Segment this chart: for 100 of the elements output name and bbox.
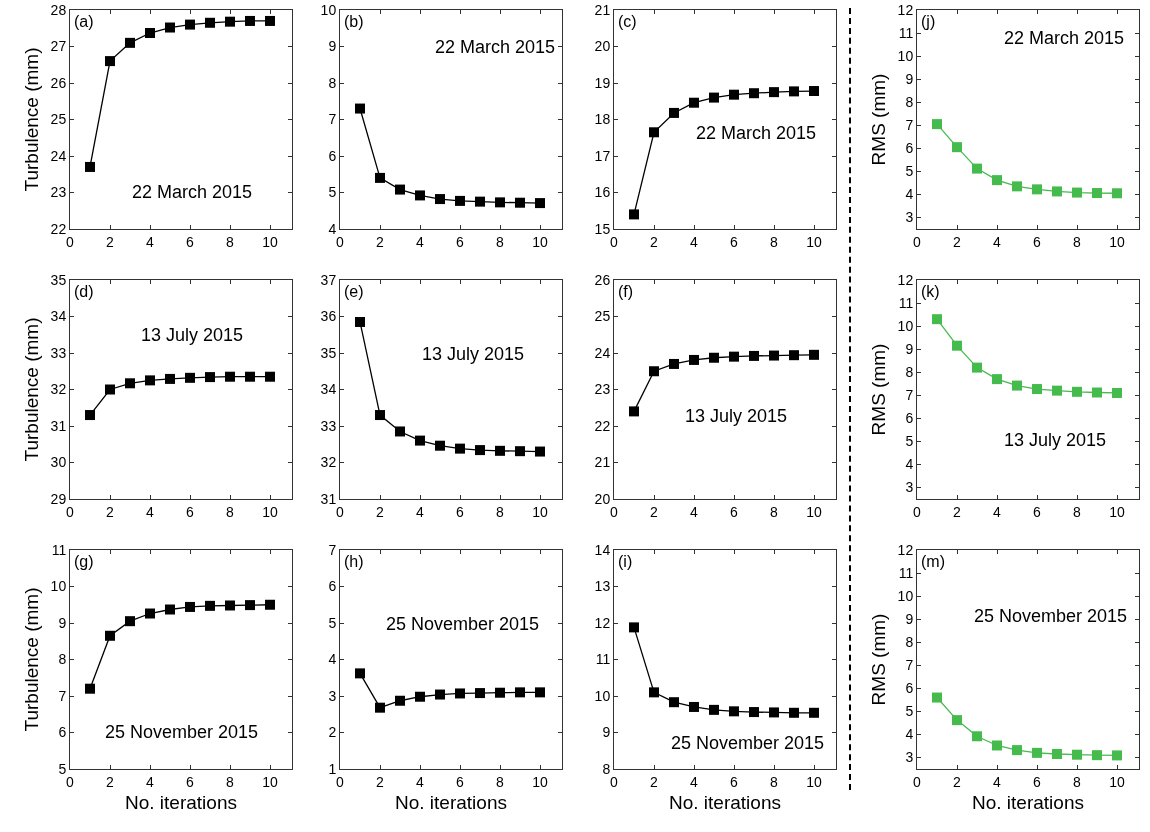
point bbox=[992, 740, 1002, 751]
point bbox=[1052, 186, 1062, 197]
y-tick-label: 5 bbox=[328, 184, 337, 201]
y-tick-label: 7 bbox=[328, 541, 337, 558]
x-tick-label: 4 bbox=[993, 773, 1002, 790]
y-tick-label: 22 bbox=[50, 220, 67, 237]
chart-title: (d) bbox=[74, 283, 94, 300]
x-tick-label: 8 bbox=[226, 233, 235, 250]
x-tick-label: 10 bbox=[806, 233, 822, 250]
point bbox=[165, 604, 175, 615]
y-axis-title: RMS (mm) bbox=[868, 613, 890, 706]
x-tick-label: 0 bbox=[66, 503, 75, 520]
point bbox=[205, 372, 215, 383]
point bbox=[415, 691, 425, 702]
x-tick-label: 10 bbox=[532, 233, 548, 250]
y-tick-label: 21 bbox=[594, 454, 611, 471]
y-tick-label: 16 bbox=[594, 184, 611, 201]
x-tick-label: 0 bbox=[913, 233, 922, 250]
y-tick-label: 35 bbox=[320, 344, 337, 361]
y-tick-label: 9 bbox=[328, 38, 337, 55]
chart-title: (c) bbox=[618, 13, 637, 30]
point bbox=[205, 17, 215, 28]
point bbox=[245, 15, 255, 26]
x-axis-title: No. iterations bbox=[669, 791, 781, 813]
point bbox=[952, 340, 962, 351]
y-tick-label: 35 bbox=[50, 271, 67, 288]
annotation: 13 July 2015 bbox=[1004, 430, 1107, 450]
x-tick-label: 8 bbox=[1073, 503, 1082, 520]
chart-title: (g) bbox=[74, 553, 94, 570]
point bbox=[932, 119, 942, 130]
x-tick-label: 10 bbox=[262, 233, 278, 250]
annotation: 13 July 2015 bbox=[422, 344, 525, 364]
y-tick-label: 5 bbox=[905, 433, 914, 450]
x-tick-label: 2 bbox=[376, 773, 385, 790]
y-axis-title: Turbulence (mm) bbox=[21, 587, 43, 732]
annotation: 25 November 2015 bbox=[105, 722, 259, 742]
y-tick-label: 5 bbox=[905, 703, 914, 720]
x-tick-label: 2 bbox=[376, 233, 385, 250]
y-tick-label: 6 bbox=[328, 578, 337, 595]
y-tick-label: 26 bbox=[50, 74, 67, 91]
point bbox=[972, 163, 982, 174]
annotation: 13 July 2015 bbox=[685, 406, 788, 426]
point bbox=[225, 16, 235, 27]
y-tick-label: 7 bbox=[58, 687, 67, 704]
y-tick-label: 6 bbox=[905, 140, 914, 157]
point bbox=[1012, 745, 1022, 756]
x-tick-label: 2 bbox=[376, 503, 385, 520]
x-tick-label: 10 bbox=[806, 773, 822, 790]
y-tick-label: 12 bbox=[897, 271, 914, 288]
x-tick-label: 2 bbox=[106, 503, 115, 520]
y-tick-label: 25 bbox=[50, 111, 67, 128]
y-tick-label: 1 bbox=[328, 760, 337, 777]
x-tick-label: 6 bbox=[456, 503, 465, 520]
y-tick-label: 6 bbox=[58, 724, 67, 741]
x-axis-title: No. iterations bbox=[972, 791, 1084, 813]
point bbox=[1092, 750, 1102, 761]
y-tick-label: 24 bbox=[594, 344, 611, 361]
point bbox=[1032, 184, 1042, 195]
point bbox=[165, 22, 175, 33]
y-tick-label: 6 bbox=[328, 147, 337, 164]
point bbox=[355, 316, 365, 327]
y-tick-label: 23 bbox=[594, 381, 611, 398]
y-tick-label: 9 bbox=[905, 611, 914, 628]
x-tick-label: 4 bbox=[690, 503, 699, 520]
point bbox=[515, 197, 525, 208]
y-tick-label: 11 bbox=[51, 541, 67, 558]
x-tick-label: 6 bbox=[186, 773, 195, 790]
x-tick-label: 4 bbox=[690, 233, 699, 250]
y-tick-label: 25 bbox=[594, 308, 611, 325]
point bbox=[125, 37, 135, 48]
point bbox=[375, 702, 385, 713]
point bbox=[789, 707, 799, 718]
chart-title: (h) bbox=[344, 553, 364, 570]
chart-title: (i) bbox=[618, 553, 633, 570]
point bbox=[475, 445, 485, 456]
point bbox=[515, 687, 525, 698]
point bbox=[395, 695, 405, 706]
point bbox=[355, 668, 365, 679]
x-axis-title: No. iterations bbox=[395, 791, 507, 813]
x-tick-label: 4 bbox=[416, 503, 425, 520]
x-tick-label: 8 bbox=[1073, 773, 1082, 790]
annotation: 13 July 2015 bbox=[141, 325, 244, 345]
y-tick-label: 3 bbox=[905, 209, 914, 226]
x-tick-label: 6 bbox=[186, 233, 195, 250]
y-tick-label: 21 bbox=[594, 1, 611, 18]
point bbox=[435, 689, 445, 700]
point bbox=[245, 600, 255, 611]
annotation: 25 November 2015 bbox=[671, 733, 825, 753]
point bbox=[145, 608, 155, 619]
point bbox=[952, 142, 962, 153]
y-tick-label: 6 bbox=[905, 410, 914, 427]
point bbox=[1032, 384, 1042, 395]
y-tick-label: 19 bbox=[594, 74, 611, 91]
point bbox=[395, 426, 405, 437]
point bbox=[629, 406, 639, 417]
point bbox=[789, 350, 799, 361]
point bbox=[709, 352, 719, 363]
x-tick-label: 2 bbox=[953, 233, 962, 250]
x-tick-label: 6 bbox=[186, 503, 195, 520]
point bbox=[265, 371, 275, 382]
